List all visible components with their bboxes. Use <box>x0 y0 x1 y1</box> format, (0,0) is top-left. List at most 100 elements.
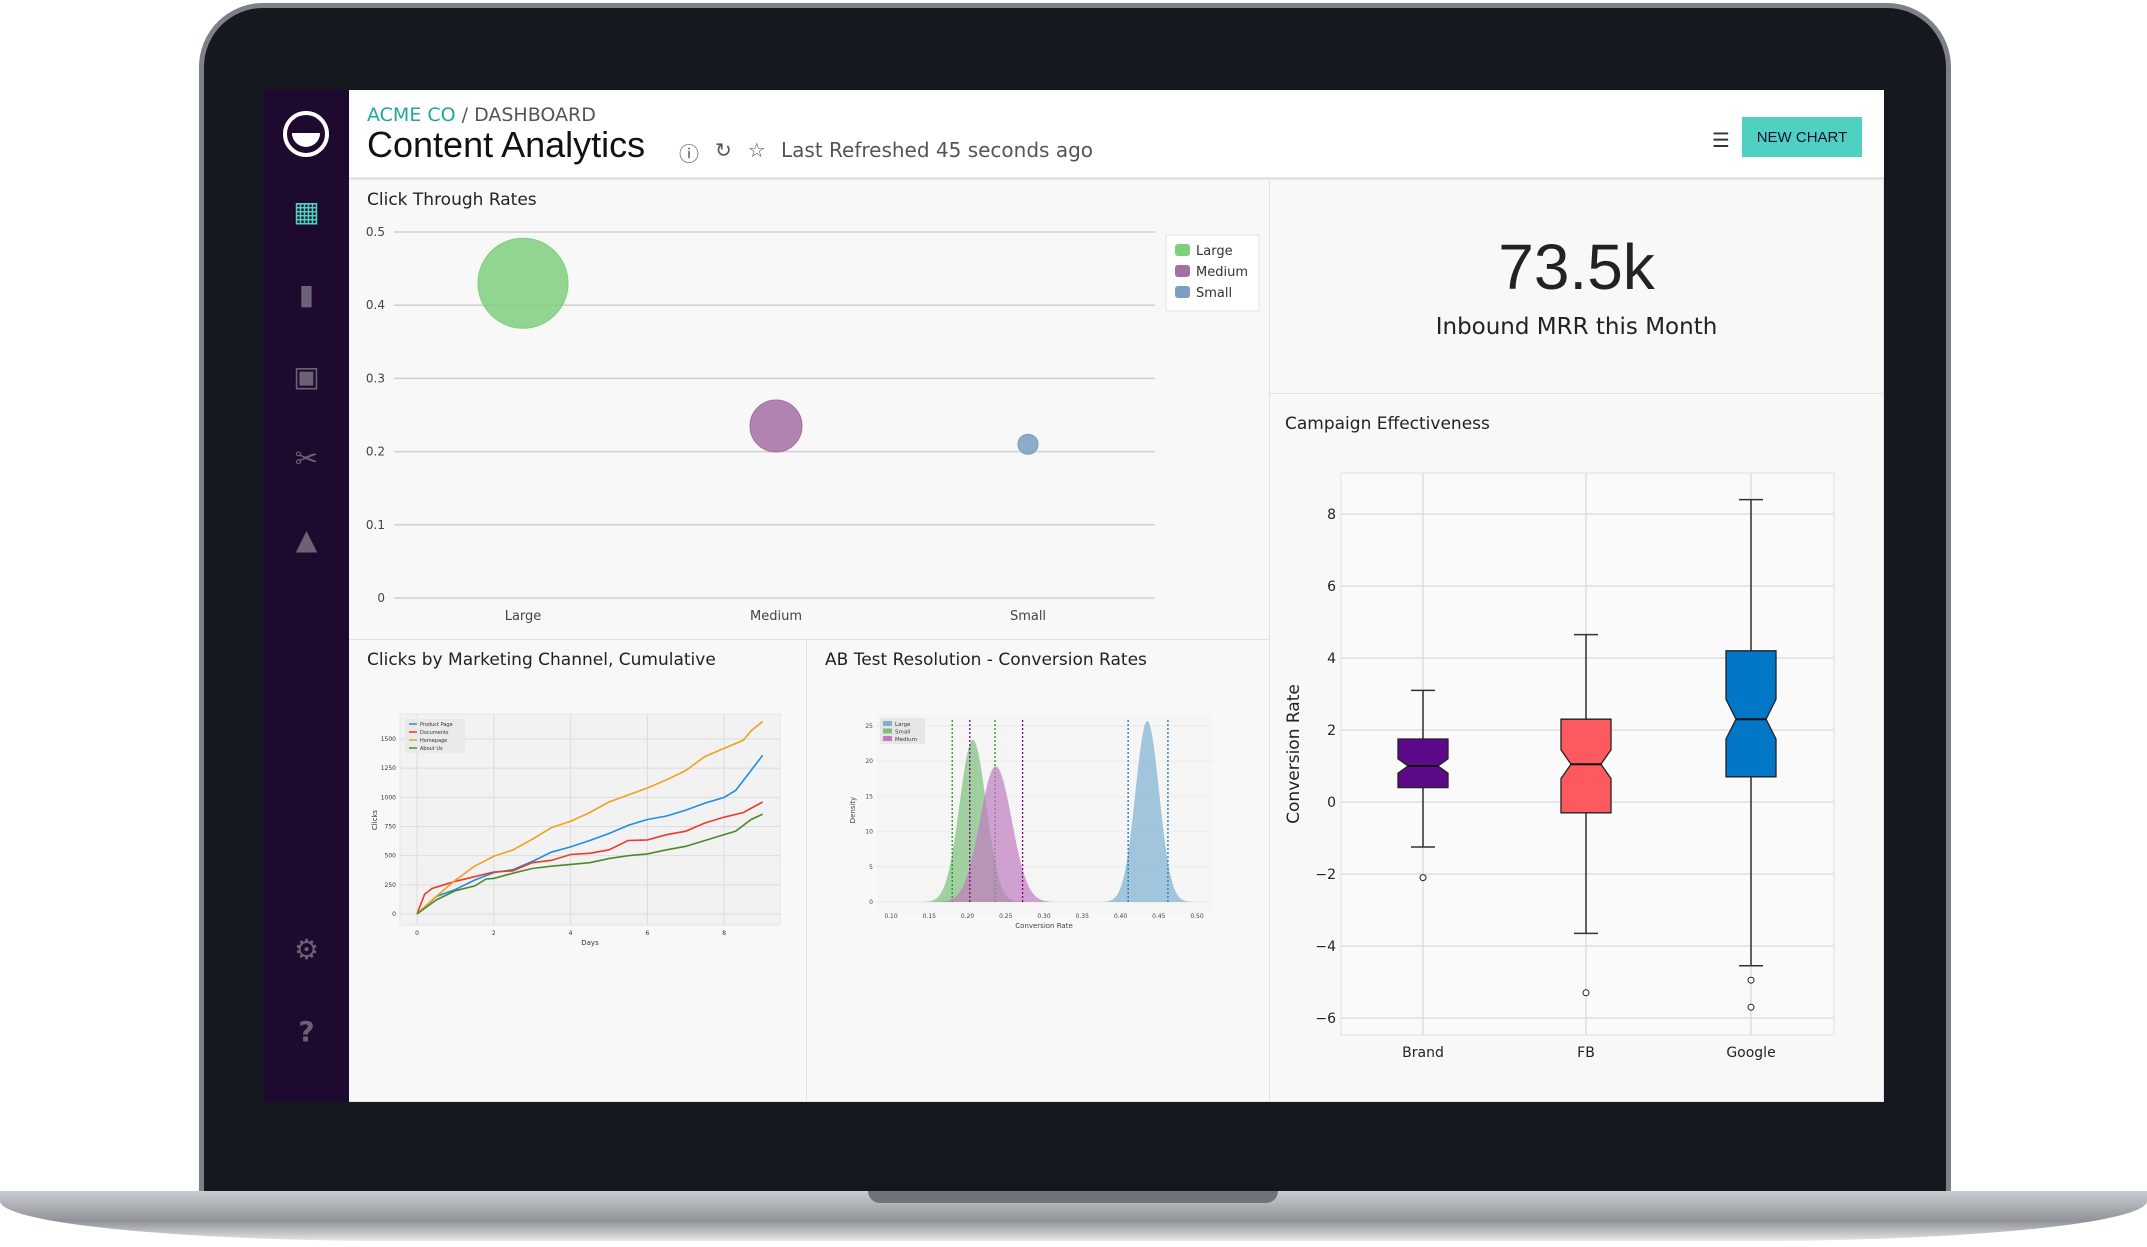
x-tick-label: 0.20 <box>961 913 975 920</box>
x-tick-label: 0.45 <box>1152 913 1166 920</box>
scissors-icon[interactable]: ✂ <box>294 442 319 475</box>
density-chart: 0.10 0.15 0.20 0.25 0.30 0.35 0.40 0.45 0.50 0 5 10… <box>849 714 1212 930</box>
star-icon[interactable]: ☆ <box>747 138 766 162</box>
legend-swatch <box>1175 265 1190 277</box>
y-tick-label: 0.1 <box>366 518 385 532</box>
refresh-icon[interactable]: ↻ <box>715 138 732 162</box>
breadcrumb-separator: / <box>455 104 475 126</box>
box-plot: 8 6 4 2 0 −2 −4 −6 Conversion Rate Brand FB Google <box>1284 472 1835 1061</box>
page-title: Content Analytics <box>367 124 646 165</box>
bubble-medium <box>749 399 803 453</box>
bell-icon[interactable]: ▲ <box>295 523 318 556</box>
legend-swatch <box>883 736 892 741</box>
y-tick-label: 2 <box>1327 723 1336 739</box>
y-axis-label: Clicks <box>371 809 379 830</box>
bubble-large <box>477 237 569 329</box>
kpi-panel: 73.5k Inbound MRR this Month <box>1270 180 1884 394</box>
x-tick-label: Large <box>505 609 542 624</box>
kpi-value: 73.5k <box>1498 231 1655 303</box>
x-tick-label: 0.30 <box>1037 913 1051 920</box>
legend-label: About Us <box>420 746 443 752</box>
gear-icon[interactable]: ⚙ <box>293 933 320 966</box>
y-tick-label: 5 <box>869 864 873 871</box>
info-icon[interactable]: ⓘ <box>679 142 699 166</box>
x-tick-label: 0.15 <box>923 913 937 920</box>
bookmark-icon[interactable]: ▮ <box>298 278 315 311</box>
header: ACME CO / DASHBOARD Content Analytics ⓘ ↻… <box>349 90 1884 180</box>
y-tick-label: 250 <box>385 882 397 889</box>
bubble-small <box>1017 433 1039 455</box>
y-tick-label: −6 <box>1315 1011 1336 1027</box>
breadcrumb-section[interactable]: DASHBOARD <box>474 104 596 126</box>
legend-label: Large <box>895 722 911 728</box>
y-tick-label: 1500 <box>381 736 396 743</box>
panel-title: Clicks by Marketing Channel, Cumulative <box>367 650 716 670</box>
x-tick-label: Brand <box>1402 1045 1444 1061</box>
laptop-notch <box>868 1191 1278 1203</box>
y-axis-label: Conversion Rate <box>1284 684 1304 824</box>
logo-icon[interactable] <box>283 111 329 157</box>
outlier-point <box>1747 1003 1755 1011</box>
y-tick-label: 1000 <box>381 794 396 801</box>
box-brand <box>1397 738 1449 789</box>
y-tick-label: 0.5 <box>366 225 385 239</box>
hamburger-menu-icon[interactable]: ☰ <box>1712 128 1730 152</box>
x-tick-label: 0.25 <box>999 913 1013 920</box>
y-tick-label: 0 <box>392 911 396 918</box>
series-line-product-page <box>416 754 764 915</box>
box-google <box>1725 650 1777 778</box>
y-tick-label: 0 <box>869 899 873 906</box>
outlier-point <box>1419 874 1427 882</box>
bubble-chart: 0 0.1 0.2 0.3 0.4 0.5 Large Medium Small Large Med… <box>366 225 1260 624</box>
y-tick-label: 0 <box>1327 795 1336 811</box>
legend-label: Documents <box>420 730 449 736</box>
legend-label: Large <box>1196 244 1233 259</box>
x-tick-label: 8 <box>722 930 726 937</box>
x-tick-label: Medium <box>750 609 802 624</box>
kpi-label: Inbound MRR this Month <box>1435 314 1718 340</box>
campaign-effectiveness-panel: Campaign Effectiveness 8 6 4 2 0 −2 −4 −6 Conver… <box>1270 394 1884 1102</box>
last-refreshed: Last Refreshed 45 seconds ago <box>781 138 1094 162</box>
legend-label: Small <box>1196 286 1232 301</box>
y-tick-label: 10 <box>865 829 873 836</box>
y-tick-label: 20 <box>865 758 873 765</box>
series-line-homepage <box>416 720 764 915</box>
ab-test-panel: AB Test Resolution - Conversion Rates 0.… <box>807 640 1270 1102</box>
legend-label: Medium <box>895 737 917 743</box>
x-tick-label: Google <box>1726 1045 1775 1061</box>
x-tick-label: Small <box>1010 609 1046 624</box>
y-tick-label: 0.2 <box>366 445 385 459</box>
help-icon[interactable]: ? <box>298 1015 315 1048</box>
new-chart-button[interactable]: NEW CHART <box>1742 117 1862 157</box>
y-axis-label: Density <box>849 797 857 824</box>
quote-icon[interactable]: ▣ <box>293 360 320 393</box>
legend-swatch <box>883 721 892 726</box>
x-axis-label: Conversion Rate <box>1015 922 1073 930</box>
x-tick-label: 0.50 <box>1190 913 1204 920</box>
y-tick-label: 750 <box>385 824 397 831</box>
click-through-rates-panel: Click Through Rates 0 0.1 0.2 0.3 0.4 0.5 Larg… <box>349 180 1270 640</box>
line-chart: 0 2 4 6 8 0 250 500 750 1000 1250 1500 Days Clicks Pro… <box>371 713 781 947</box>
y-tick-label: 0.3 <box>366 371 385 385</box>
y-tick-label: 4 <box>1327 651 1336 667</box>
series-line-documents <box>416 801 763 915</box>
dashboard-screen: ▦ ▮ ▣ ✂ ▲ ⚙ ? ACME CO / DASHBOARD Conten… <box>264 90 1884 1102</box>
series-line-about-us <box>416 813 763 915</box>
breadcrumb-org[interactable]: ACME CO <box>367 104 456 126</box>
y-tick-label: −4 <box>1315 939 1336 955</box>
density-area-small <box>891 739 1197 902</box>
x-tick-label: FB <box>1577 1045 1595 1061</box>
y-tick-label: 15 <box>865 793 873 800</box>
y-tick-label: 6 <box>1327 579 1336 595</box>
panel-title: Campaign Effectiveness <box>1285 414 1490 434</box>
legend-label: Homepage <box>420 738 447 744</box>
x-axis-label: Days <box>581 939 599 947</box>
sidebar: ▦ ▮ ▣ ✂ ▲ ⚙ ? <box>264 90 349 1102</box>
density-area-large <box>891 721 1197 902</box>
y-tick-label: −2 <box>1315 867 1336 883</box>
box-fb <box>1560 718 1612 814</box>
dashboard-icon[interactable]: ▦ <box>293 195 320 228</box>
x-tick-label: 6 <box>645 930 649 937</box>
y-tick-label: 8 <box>1327 507 1336 523</box>
x-tick-label: 2 <box>492 930 496 937</box>
